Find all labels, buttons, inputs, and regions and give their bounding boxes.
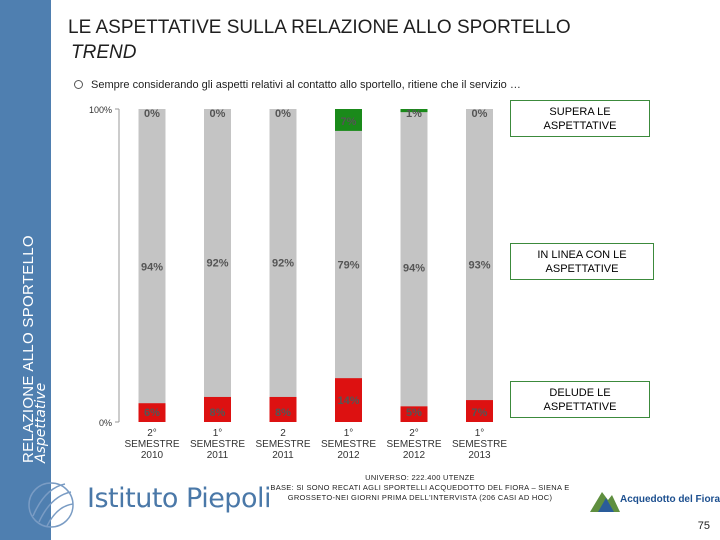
bar-in-linea <box>204 109 231 422</box>
bar-in-linea <box>400 109 428 422</box>
y-tick-label: 100% <box>89 105 112 115</box>
title-main: LE ASPETTATIVE SULLA RELAZIONE ALLO SPOR… <box>68 17 571 38</box>
footnote: UNIVERSO: 222.400 UTENZE BASE: SI SONO R… <box>255 473 585 503</box>
mountain-icon <box>590 492 620 512</box>
footnote-universe: UNIVERSO: 222.400 UTENZE <box>365 473 475 482</box>
sidebar: RELAZIONE ALLO SPORTELLO Aspettative <box>0 0 51 540</box>
label-in-linea: 93% <box>468 260 490 272</box>
x-tick-label: SEMESTRE <box>255 439 310 450</box>
bar-delude <box>269 396 297 422</box>
piepoli-emblem-icon <box>28 482 74 528</box>
bar-supera <box>335 109 362 131</box>
legend-supera-label: SUPERA LE ASPETTATIVE <box>543 105 617 132</box>
x-tick-label: SEMESTRE <box>190 439 245 450</box>
x-tick-label: 1° <box>213 428 223 439</box>
footnote-base-2: GROSSETO-NEI GIORNI PRIMA DELL'INTERVIST… <box>287 493 553 502</box>
legend-supera: SUPERA LE ASPETTATIVE <box>510 100 650 137</box>
x-tick-label: SEMESTRE <box>452 439 507 450</box>
bar-delude <box>138 403 166 422</box>
bullet-icon <box>74 80 83 89</box>
acquedotto-name: Acquedotto del Fiora <box>620 494 720 505</box>
page-number: 75 <box>697 520 710 532</box>
label-supera: 0% <box>472 108 488 120</box>
question-text: Sempre considerando gli aspetti relativi… <box>74 79 521 91</box>
bar-in-linea <box>466 109 493 422</box>
x-tick-label: 2011 <box>272 450 294 461</box>
label-in-linea: 92% <box>272 258 294 270</box>
bar-supera <box>400 109 428 113</box>
label-delude: 5% <box>406 407 422 419</box>
x-tick-label: SEMESTRE <box>386 439 441 450</box>
label-delude: 14% <box>337 395 359 407</box>
footnote-base-1: BASE: SI SONO RECATI AGLI SPORTELLI ACQU… <box>270 483 570 492</box>
x-tick-label: 2012 <box>403 450 426 461</box>
label-delude: 6% <box>144 407 160 419</box>
label-delude: 8% <box>210 407 226 419</box>
label-supera: 1% <box>406 108 422 120</box>
bar-delude <box>335 378 362 422</box>
legend-in-linea: IN LINEA CON LE ASPETTATIVE <box>510 243 654 280</box>
legend-in-linea-label: IN LINEA CON LE ASPETTATIVE <box>537 248 627 275</box>
label-supera: 0% <box>275 108 291 120</box>
label-in-linea: 92% <box>206 258 228 270</box>
bar-delude <box>204 396 231 422</box>
bar-in-linea <box>335 109 362 422</box>
x-tick-label: 2 <box>280 428 286 439</box>
label-in-linea: 94% <box>141 262 163 274</box>
page-title: LE ASPETTATIVE SULLA RELAZIONE ALLO SPOR… <box>68 15 571 65</box>
bar-delude <box>400 406 428 422</box>
x-tick-label: 2° <box>147 428 157 439</box>
legend-delude: DELUDE LE ASPETTATIVE <box>510 381 650 418</box>
x-tick-label: SEMESTRE <box>321 439 376 450</box>
istituto-piepoli-logo: Istituto Piepoli <box>25 478 275 530</box>
label-supera: 0% <box>144 108 160 120</box>
x-tick-label: 2013 <box>468 450 491 461</box>
bar-delude <box>466 400 493 422</box>
x-tick-label: 2010 <box>141 450 164 461</box>
x-tick-label: 1° <box>344 428 354 439</box>
x-tick-label: 1° <box>475 428 485 439</box>
bar-in-linea <box>269 109 297 422</box>
legend-delude-label: DELUDE LE ASPETTATIVE <box>543 386 617 413</box>
label-supera: 7% <box>341 116 357 128</box>
question-label: Sempre considerando gli aspetti relativi… <box>91 79 521 91</box>
piepoli-name: Istituto Piepoli <box>87 483 271 514</box>
title-sub: TREND <box>71 42 137 63</box>
x-tick-label: SEMESTRE <box>124 439 179 450</box>
x-tick-label: 2012 <box>337 450 360 461</box>
x-tick-label: 2° <box>409 428 419 439</box>
label-supera: 0% <box>210 108 226 120</box>
y-tick-label: 0% <box>99 418 112 428</box>
label-in-linea: 79% <box>337 260 359 272</box>
label-delude: 7% <box>472 407 488 419</box>
bar-in-linea <box>138 109 166 422</box>
label-delude: 8% <box>275 407 291 419</box>
acquedotto-logo: Acquedotto del Fiora <box>588 486 720 522</box>
x-tick-label: 2011 <box>207 450 229 461</box>
label-in-linea: 94% <box>403 263 425 275</box>
